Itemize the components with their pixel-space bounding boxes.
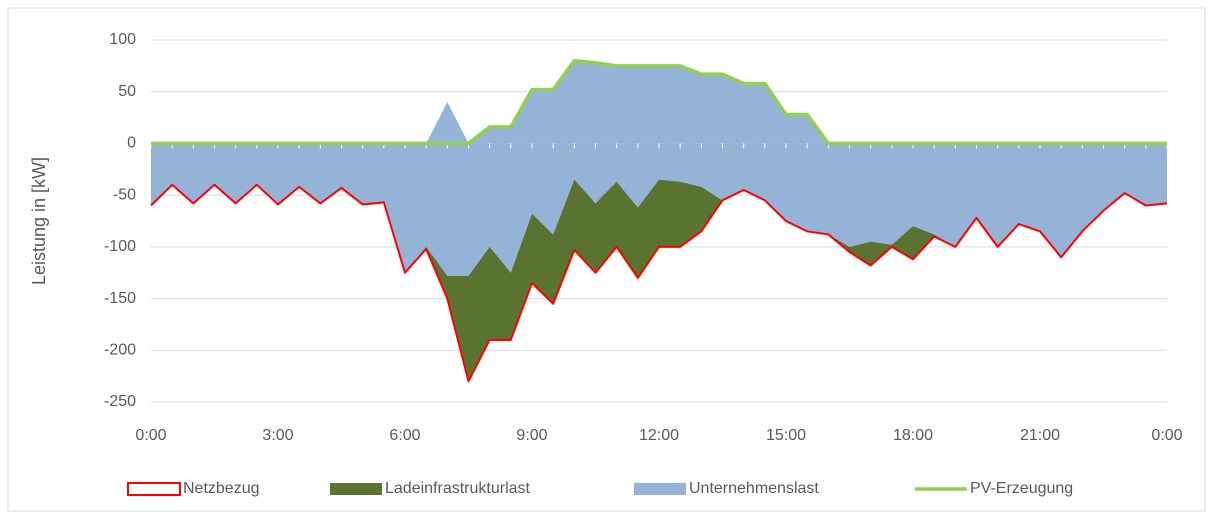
x-tick-label: 15:00 xyxy=(766,427,806,444)
legend-swatch xyxy=(127,482,181,496)
x-tick-label: 0:00 xyxy=(1151,427,1182,444)
x-tick-label: 21:00 xyxy=(1020,427,1060,444)
legend-label: Ladeinfrastrukturlast xyxy=(385,480,531,497)
y-tick-label: -150 xyxy=(104,290,136,307)
line xyxy=(151,58,1167,146)
legend-label: Unternehmenslast xyxy=(689,480,819,497)
x-tick-label: 6:00 xyxy=(389,427,420,444)
outline-line xyxy=(150,183,1168,383)
legend-swatch xyxy=(634,483,686,495)
area xyxy=(151,143,1167,276)
y-tick-label: -200 xyxy=(104,342,136,359)
y-tick-label: 0 xyxy=(127,135,136,152)
y-tick-label: 50 xyxy=(118,83,136,100)
x-tick-label: 9:00 xyxy=(516,427,547,444)
area xyxy=(151,179,1167,382)
legend-label: Netzbezug xyxy=(183,480,260,497)
x-tick-label: 18:00 xyxy=(893,427,933,444)
y-tick-label: 100 xyxy=(109,31,136,48)
area xyxy=(151,60,1167,144)
x-tick-label: 3:00 xyxy=(262,427,293,444)
y-tick-label: -50 xyxy=(113,186,136,203)
legend-swatch xyxy=(330,483,382,495)
legend-label: PV-Erzeugung xyxy=(970,480,1073,497)
x-tick-label: 12:00 xyxy=(639,427,679,444)
y-tick-label: -250 xyxy=(104,393,136,410)
y-tick-label: -100 xyxy=(104,238,136,255)
x-tick-label: 0:00 xyxy=(135,427,166,444)
y-axis-title: Leistung in [kW] xyxy=(29,157,49,285)
